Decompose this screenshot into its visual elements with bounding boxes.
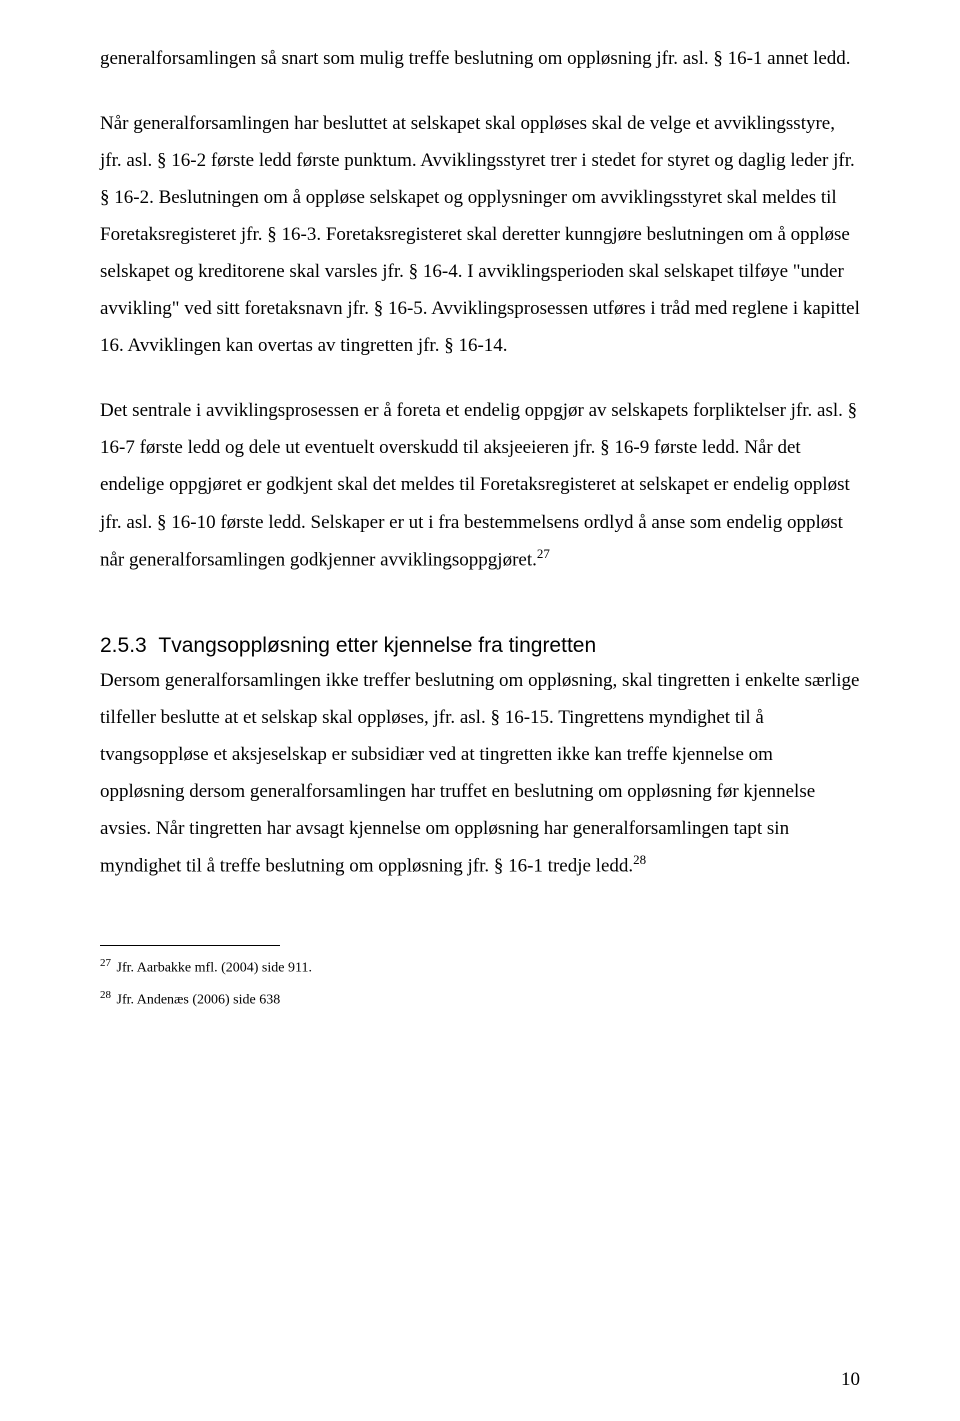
footnote-27: 27 Jfr. Aarbakke mfl. (2004) side 911. xyxy=(100,954,860,980)
footnote-ref-28: 28 xyxy=(633,852,646,867)
paragraph-1: generalforsamlingen så snart som mulig t… xyxy=(100,40,860,77)
page-number: 10 xyxy=(841,1369,860,1391)
paragraph-2: Når generalforsamlingen har besluttet at… xyxy=(100,105,860,364)
heading-title: Tvangsoppløsning etter kjennelse fra tin… xyxy=(158,634,596,657)
paragraph-3: Det sentrale i avviklingsprosessen er å … xyxy=(100,392,860,578)
footnote-ref-27: 27 xyxy=(537,546,550,561)
document-page: generalforsamlingen så snart som mulig t… xyxy=(0,0,960,1421)
footnote-27-text: Jfr. Aarbakke mfl. (2004) side 911. xyxy=(113,960,312,975)
paragraph-4-text: Dersom generalforsamlingen ikke treffer … xyxy=(100,670,859,877)
footnote-27-number: 27 xyxy=(100,957,111,969)
footnote-28: 28 Jfr. Andenæs (2006) side 638 xyxy=(100,986,860,1012)
footnote-28-number: 28 xyxy=(100,989,111,1001)
paragraph-4: Dersom generalforsamlingen ikke treffer … xyxy=(100,662,860,885)
section-heading: 2.5.3 Tvangsoppløsning etter kjennelse f… xyxy=(100,634,860,658)
footnote-28-text: Jfr. Andenæs (2006) side 638 xyxy=(113,993,280,1008)
footnote-separator xyxy=(100,945,280,946)
paragraph-3-text: Det sentrale i avviklingsprosessen er å … xyxy=(100,400,857,570)
heading-number: 2.5.3 xyxy=(100,634,147,657)
